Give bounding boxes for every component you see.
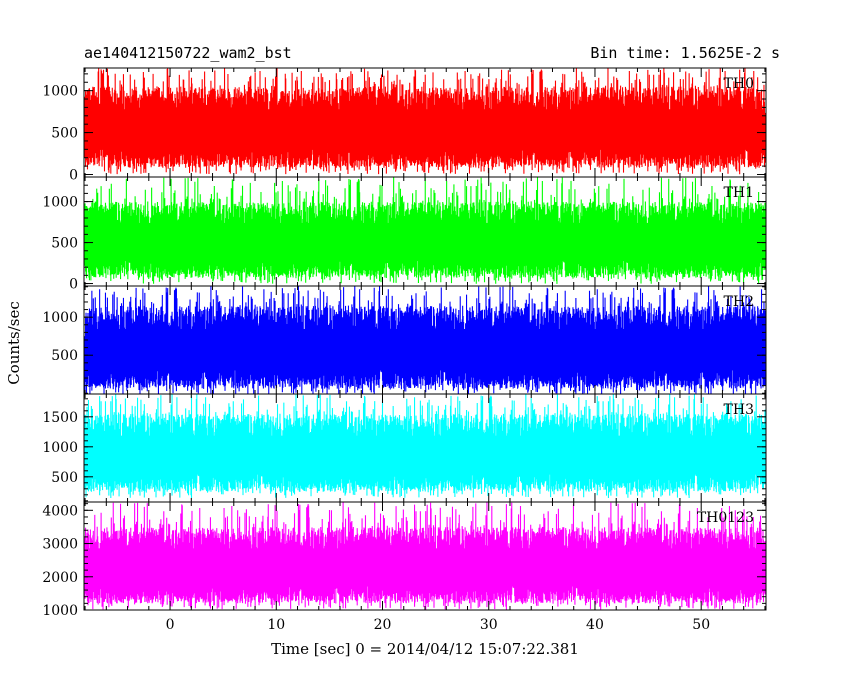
series-core-th0123 — [85, 548, 765, 587]
panel-th1: 0 500 1000 TH1 — [42, 176, 767, 293]
bin-time-label: Bin time: 1.5625E-2 s — [590, 44, 780, 62]
series-core-th3 — [85, 435, 765, 475]
y-tick-label: 1000 — [42, 310, 78, 326]
y-tick-label: 500 — [51, 126, 78, 142]
panel-th2: 500 1000 TH2 — [42, 285, 767, 395]
y-tick-label: 1000 — [42, 603, 78, 619]
panel-th0: 0 500 1000 TH0 — [42, 67, 767, 183]
x-tick-label: 20 — [374, 617, 392, 633]
panel-th3: 500 1000 1500 TH3 — [42, 393, 767, 503]
x-tick-label: 0 — [166, 617, 175, 633]
y-tick-label: 4000 — [42, 503, 78, 519]
y-tick-label: 0 — [69, 277, 78, 293]
panel-label: TH0 — [724, 76, 754, 92]
x-tick-label: 40 — [586, 617, 604, 633]
y-tick-label: 1000 — [42, 84, 78, 100]
x-axis-label: Time [sec] 0 = 2014/04/12 15:07:22.381 — [271, 640, 579, 658]
series-core-th0 — [85, 109, 765, 150]
panel-label: TH0123 — [697, 510, 754, 526]
x-tick-label: 50 — [692, 617, 710, 633]
y-tick-label: 500 — [51, 470, 78, 486]
panel-label: TH1 — [724, 185, 754, 201]
series-core-th1 — [85, 222, 765, 262]
y-tick-label: 3000 — [42, 537, 78, 553]
y-tick-label: 1000 — [42, 195, 78, 211]
y-tick-label: 2000 — [42, 570, 78, 586]
panel-th0123: 1000 2000 3000 4000 TH0123 — [42, 501, 767, 619]
y-tick-label: 500 — [51, 348, 78, 364]
y-tick-label: 1000 — [42, 440, 78, 456]
y-tick-label: 0 — [69, 167, 78, 183]
series-core-th2 — [85, 328, 765, 371]
panel-label: TH2 — [724, 294, 754, 310]
y-tick-label: 500 — [51, 236, 78, 252]
y-axis-label: Counts/sec — [5, 301, 23, 385]
chart-title: ae140412150722_wam2_bst — [84, 44, 292, 62]
x-tick-label: 30 — [480, 617, 498, 633]
x-tick-label: 10 — [267, 617, 285, 633]
y-tick-label: 1500 — [42, 410, 78, 426]
panel-label: TH3 — [724, 402, 754, 418]
